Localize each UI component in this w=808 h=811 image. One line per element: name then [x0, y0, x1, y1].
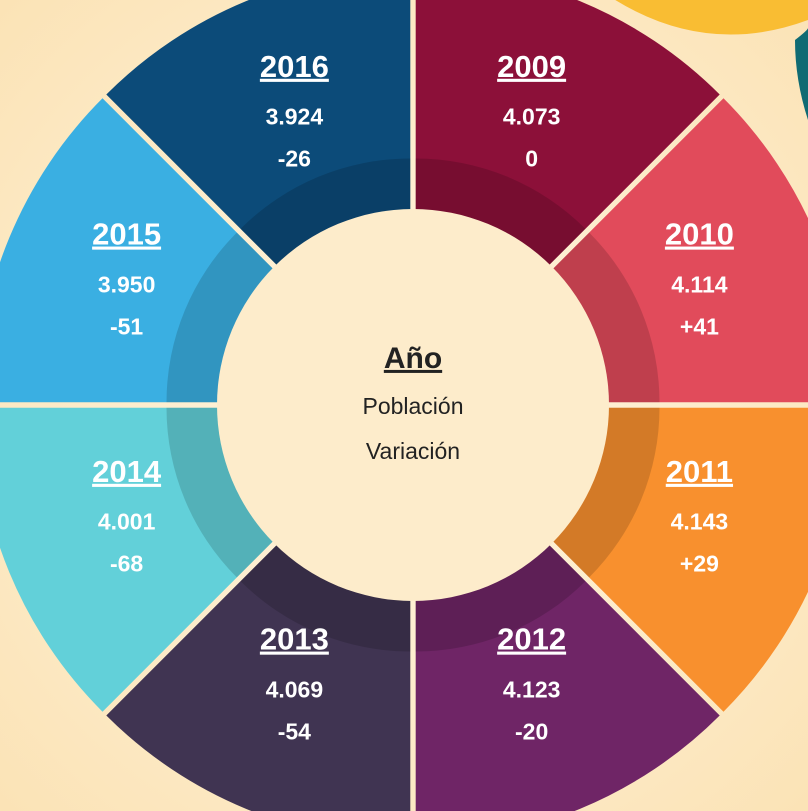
year: 2012: [497, 622, 566, 657]
year: 2016: [260, 49, 329, 84]
population: 4.001: [98, 509, 156, 535]
variation: -26: [278, 146, 311, 172]
segment: [0, 407, 301, 712]
variation: -20: [515, 718, 548, 744]
population: 4.073: [503, 104, 561, 130]
segment: [106, 0, 411, 293]
year: 2014: [92, 454, 162, 489]
variation: +41: [680, 313, 719, 339]
year: 2010: [665, 217, 734, 252]
segment: [0, 98, 301, 403]
variation: 0: [525, 146, 538, 172]
population: 3.950: [98, 271, 156, 297]
population: 4.143: [671, 509, 729, 535]
year: 2015: [92, 217, 161, 252]
population: 4.069: [266, 676, 324, 702]
center-line: Variación: [366, 438, 460, 464]
segment: [106, 517, 411, 811]
year: 2009: [497, 49, 566, 84]
year: 2011: [666, 454, 733, 489]
decoration: [795, 28, 808, 120]
decoration: [615, 0, 808, 35]
variation: -54: [278, 718, 311, 744]
center-title: Año: [384, 342, 442, 375]
center-circle: [217, 209, 609, 601]
segment: [525, 407, 808, 712]
segment: [415, 0, 720, 293]
population: 3.924: [266, 104, 324, 130]
variation: -51: [110, 313, 143, 339]
population: 4.114: [671, 271, 727, 297]
variation: -68: [110, 551, 143, 577]
center-line: Población: [362, 393, 463, 419]
variation: +29: [680, 551, 719, 577]
segment: [415, 517, 720, 811]
population: 4.123: [503, 676, 561, 702]
segment: [525, 98, 808, 403]
year: 2013: [260, 622, 329, 657]
